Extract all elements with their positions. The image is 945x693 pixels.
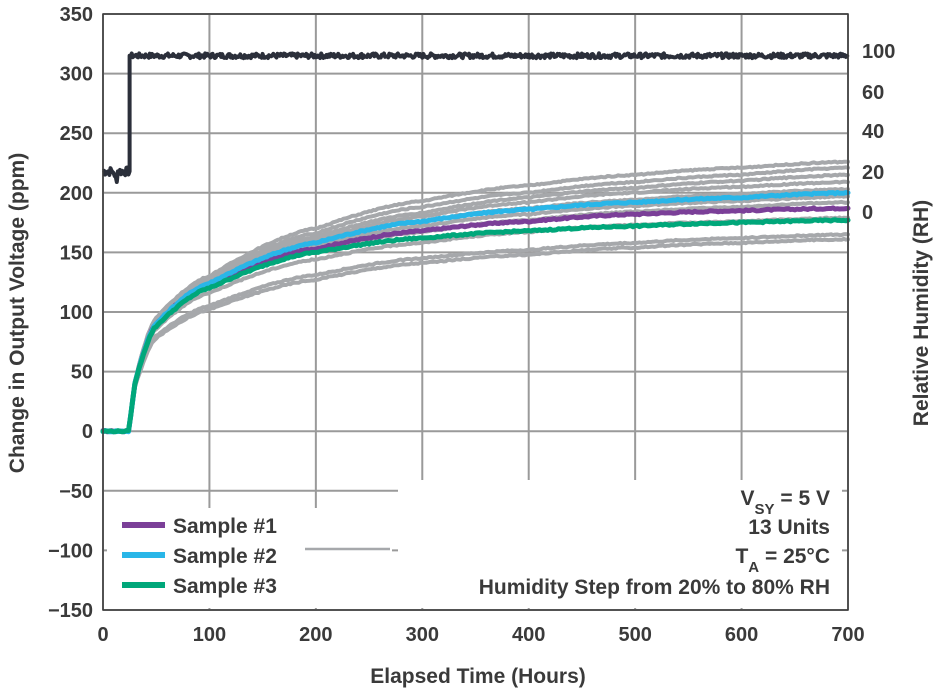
y-tick-label: 50 (71, 362, 93, 384)
y-tick-label: 300 (60, 64, 93, 86)
x-tick-labels: 0 100 200 300 400 500 600 700 (97, 624, 864, 646)
legend: Sample #1 Sample #2 Sample #3 (107, 508, 392, 608)
humidity-series (102, 51, 850, 184)
y-tick-labels: 350 300 250 200 150 100 50 0 −50 −100 −150 (48, 4, 93, 622)
y-tick-label: 250 (60, 123, 93, 145)
annotation-humidity-step: Humidity Step from 20% to 80% RH (479, 576, 830, 599)
y2-tick-label: 40 (862, 121, 884, 143)
x-tick-label: 400 (512, 624, 545, 646)
sample-series (100, 189, 851, 435)
annotation-block: VSY = 5 V 13 Units TA = 25°C Humidity St… (398, 480, 842, 608)
y-tick-label: 100 (60, 302, 93, 324)
series-line-humidity (102, 51, 850, 184)
y-tick-label: 200 (60, 183, 93, 205)
series-line-sample-2 (100, 189, 851, 435)
x-tick-label: 200 (299, 624, 332, 646)
legend-label-sample-1: Sample #1 (173, 515, 277, 538)
x-tick-label: 100 (193, 624, 226, 646)
x-tick-label: 500 (618, 624, 651, 646)
y-tick-label: −150 (48, 600, 93, 622)
series-line-other-unit (101, 159, 850, 434)
y2-tick-label: 20 (862, 162, 884, 184)
y-tick-label: 150 (60, 242, 93, 264)
y-tick-label: −50 (59, 481, 93, 503)
annotation-ta: TA = 25°C (735, 545, 830, 576)
legend-label-sample-2: Sample #2 (173, 545, 277, 568)
y2-tick-label: 100 (862, 41, 895, 63)
y-axis-title: Change in Output Voltage (ppm) (6, 153, 29, 473)
y2-axis-title: Relative Humidity (RH) (910, 200, 933, 426)
plot-frame (102, 13, 849, 611)
legend-label-sample-3: Sample #3 (173, 575, 277, 598)
series-line-other-unit (101, 236, 850, 434)
x-tick-label: 0 (97, 624, 108, 646)
series-line-sample-3 (100, 217, 851, 435)
y-tick-label: 0 (82, 421, 93, 443)
x-tick-label: 300 (406, 624, 439, 646)
x-tick-label: 700 (831, 624, 864, 646)
y2-tick-label: 0 (862, 202, 873, 224)
x-axis-title: Elapsed Time (Hours) (370, 665, 586, 688)
series-line-other-unit (101, 232, 850, 434)
annotation-vsy: VSY = 5 V (741, 487, 830, 518)
y-tick-label: −100 (48, 540, 93, 562)
y2-tick-label: 60 (862, 82, 884, 104)
y2-tick-labels: 100 60 40 20 0 (862, 41, 895, 224)
x-tick-label: 600 (725, 624, 758, 646)
annotation-background (398, 480, 842, 608)
annotation-units: 13 Units (748, 516, 830, 539)
y-tick-label: 350 (60, 4, 93, 26)
